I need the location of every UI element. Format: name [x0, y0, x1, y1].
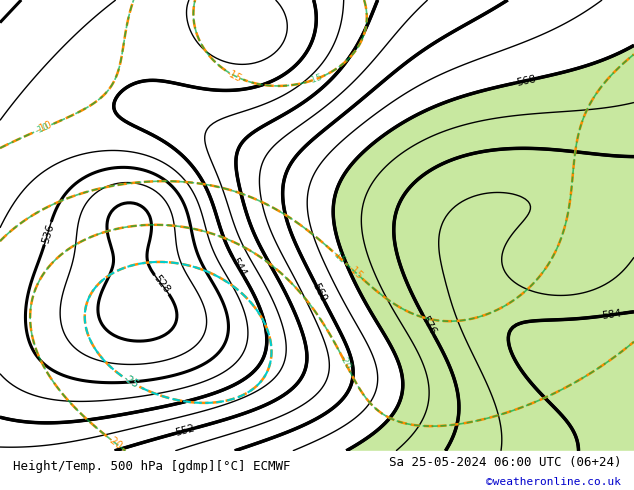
Text: 560: 560: [311, 281, 328, 303]
Text: -15: -15: [346, 263, 365, 281]
Text: ©weatheronline.co.uk: ©weatheronline.co.uk: [486, 477, 621, 487]
Text: -20: -20: [105, 434, 124, 451]
Text: 568: 568: [515, 74, 537, 88]
Text: -10: -10: [34, 122, 51, 136]
Text: 584: 584: [601, 309, 622, 321]
Text: 552: 552: [174, 423, 197, 438]
Text: Sa 25-05-2024 06:00 UTC (06+24): Sa 25-05-2024 06:00 UTC (06+24): [389, 456, 621, 469]
Text: 544: 544: [229, 256, 247, 278]
Text: -10: -10: [36, 120, 54, 135]
Text: -15: -15: [330, 248, 347, 265]
Text: Height/Temp. 500 hPa [gdmp][°C] ECMWF: Height/Temp. 500 hPa [gdmp][°C] ECMWF: [13, 460, 290, 473]
Text: -20: -20: [338, 354, 353, 371]
Text: -15: -15: [225, 68, 243, 84]
Text: 576: 576: [419, 314, 437, 336]
Text: -25: -25: [121, 373, 140, 390]
Text: -15: -15: [307, 73, 324, 86]
Text: -25: -25: [121, 373, 140, 390]
Text: 536: 536: [40, 222, 55, 244]
Text: 528: 528: [152, 273, 172, 295]
